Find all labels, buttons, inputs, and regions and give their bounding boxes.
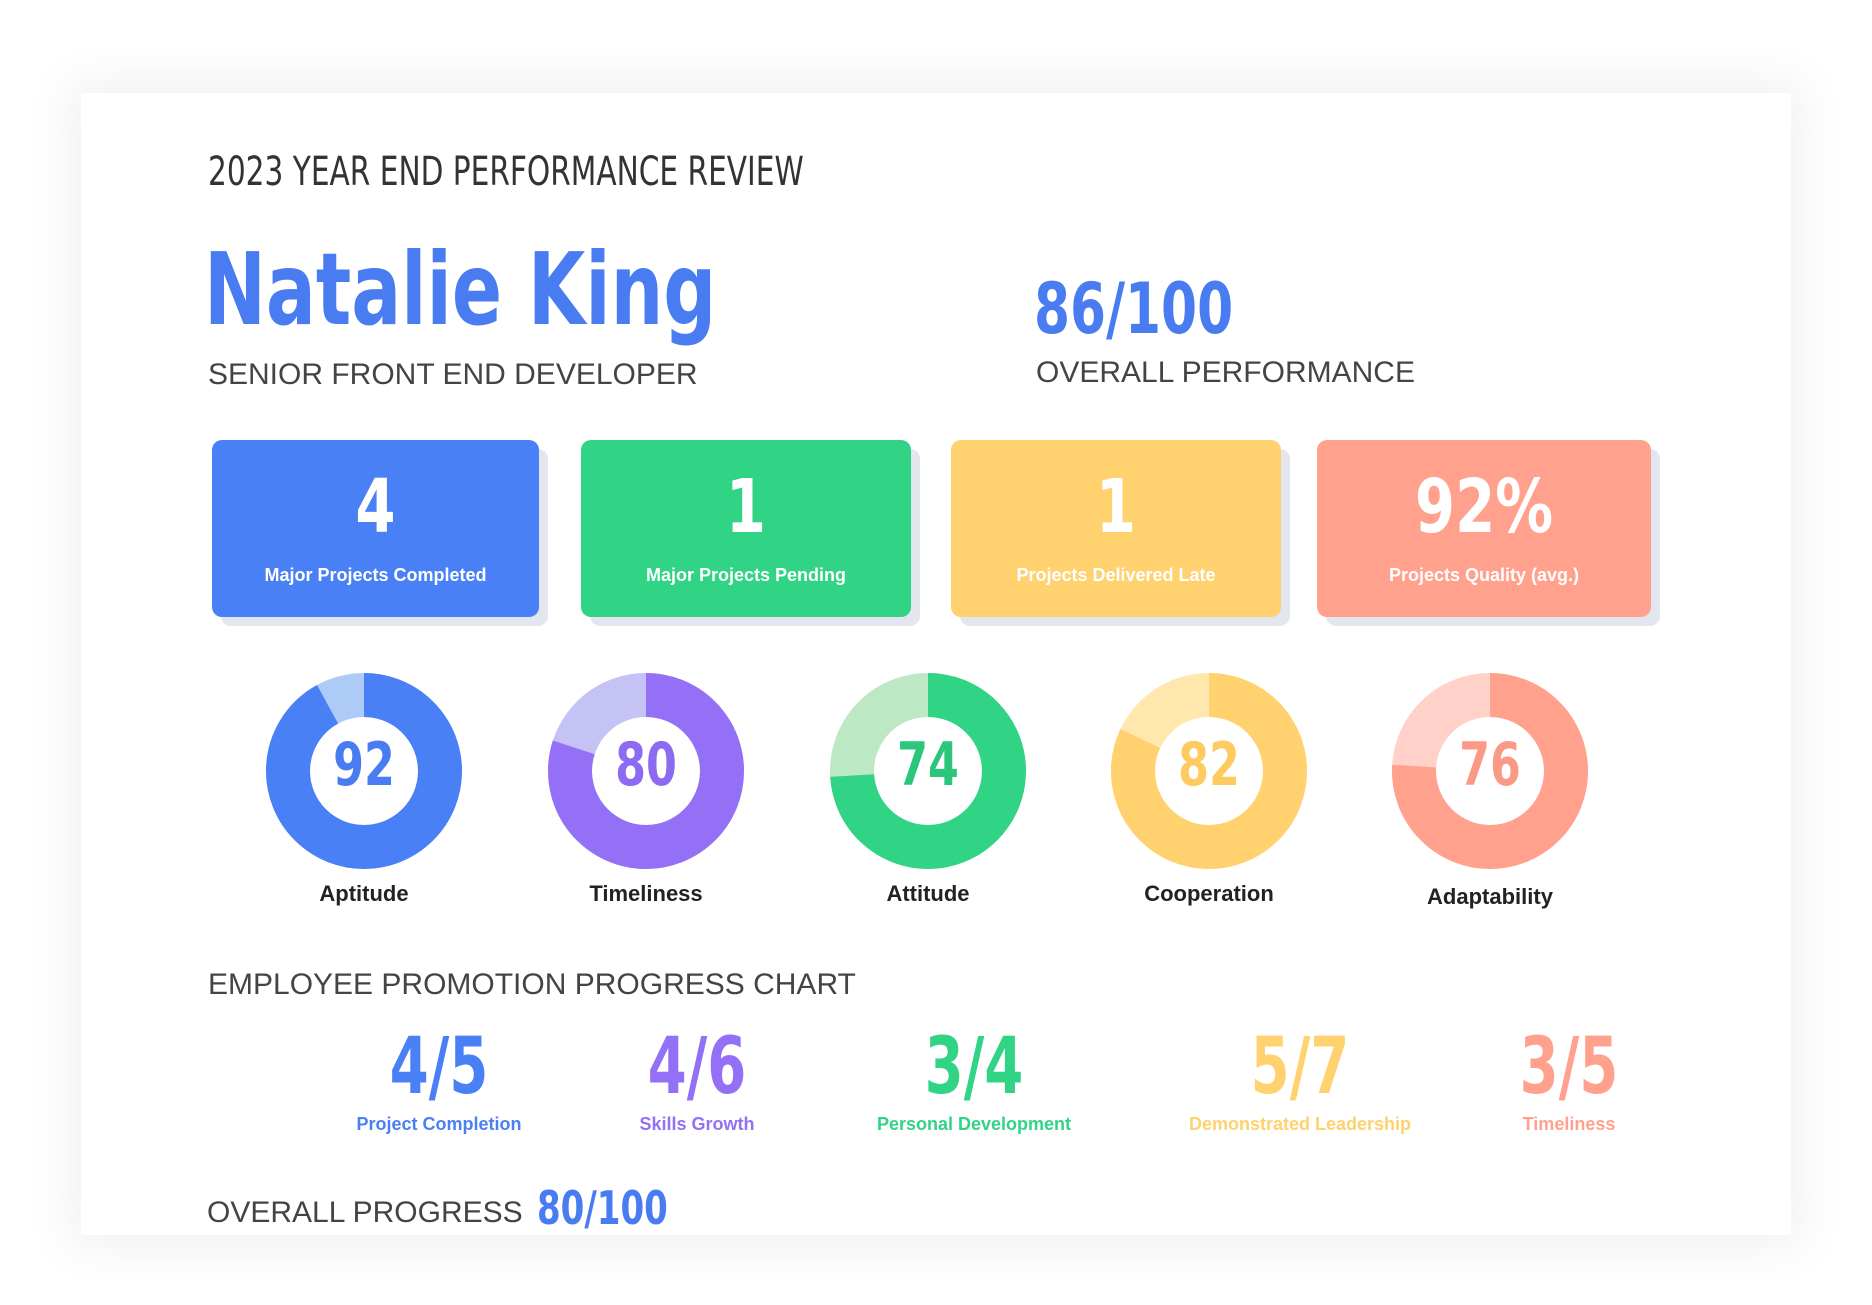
donut-label-adaptability: Adaptability	[1427, 884, 1553, 909]
promotion-item-personal-development: 3/4 Personal Development	[824, 1028, 1124, 1135]
donut-ring	[830, 673, 1026, 869]
stat-value: 1	[1095, 464, 1137, 550]
donut-value: 82	[1178, 730, 1240, 800]
donut-value: 80	[615, 730, 677, 800]
review-card: 2023 YEAR END PERFORMANCE REVIEW Natalie…	[81, 93, 1791, 1235]
stat-value: 92%	[1414, 464, 1554, 550]
donut-ring	[1392, 673, 1588, 869]
promotion-value: 3/5	[1519, 1022, 1619, 1112]
donut-label-attitude: Attitude	[886, 881, 970, 906]
promotion-item-timeliness: 3/5 Timeliness	[1419, 1028, 1719, 1135]
donut-value: 74	[897, 730, 959, 800]
promotion-label: Timeliness	[1522, 1114, 1616, 1134]
promotion-item-skills-growth: 4/6 Skills Growth	[547, 1028, 847, 1135]
stat-label: Major Projects Pending	[645, 565, 847, 585]
report-title: 2023 YEAR END PERFORMANCE REVIEW	[208, 149, 804, 195]
promotion-item-project-completion: 4/5 Project Completion	[289, 1028, 589, 1135]
employee-role: SENIOR FRONT END DEVELOPER	[208, 358, 698, 391]
donut-ring	[548, 673, 744, 869]
donut-value: 76	[1459, 730, 1521, 800]
donut-arc	[830, 673, 1026, 869]
promotion-value: 4/5	[389, 1022, 489, 1112]
stat-label: Projects Quality (avg.)	[1388, 565, 1580, 585]
stat-box-projects-pending: 1 Major Projects Pending	[581, 440, 911, 617]
promotion-chart-title: EMPLOYEE PROMOTION PROGRESS CHART	[208, 968, 856, 1001]
donut-value: 92	[333, 730, 395, 800]
stat-box-projects-quality: 92% Projects Quality (avg.)	[1317, 440, 1651, 617]
promotion-value: 4/6	[647, 1022, 747, 1112]
donut-ring	[266, 673, 462, 869]
stat-label: Major Projects Completed	[264, 565, 487, 585]
donut-label-timeliness: Timeliness	[589, 881, 703, 906]
donut-arc	[1392, 673, 1588, 869]
promotion-value: 3/4	[924, 1022, 1024, 1112]
donut-adaptability: 76	[1392, 673, 1588, 869]
overall-progress-value: 80/100	[537, 1181, 668, 1235]
stat-label: Projects Delivered Late	[1016, 565, 1216, 585]
promotion-item-demonstrated-leadership: 5/7 Demonstrated Leadership	[1150, 1028, 1450, 1135]
promotion-label: Demonstrated Leadership	[1188, 1114, 1412, 1134]
stat-box-projects-late: 1 Projects Delivered Late	[951, 440, 1281, 617]
donut-aptitude: 92	[266, 673, 462, 869]
overall-performance-score: 86/100	[1034, 268, 1234, 350]
overall-performance-label: OVERALL PERFORMANCE	[1036, 356, 1415, 389]
donut-attitude: 74	[830, 673, 1026, 869]
donut-arc	[266, 673, 462, 869]
employee-name: Natalie King	[204, 231, 717, 348]
donut-label-cooperation: Cooperation	[1144, 881, 1274, 906]
overall-progress-label: OVERALL PROGRESS	[207, 1196, 523, 1229]
promotion-label: Project Completion	[356, 1114, 522, 1134]
donut-arc	[1111, 673, 1307, 869]
donut-cooperation: 82	[1111, 673, 1307, 869]
stat-value: 4	[355, 464, 396, 550]
promotion-value: 5/7	[1250, 1022, 1350, 1112]
donut-timeliness: 80	[548, 673, 744, 869]
promotion-label: Personal Development	[876, 1114, 1072, 1134]
donut-label-aptitude: Aptitude	[319, 881, 409, 906]
stat-value: 1	[725, 464, 767, 550]
promotion-label: Skills Growth	[639, 1114, 755, 1134]
stat-box-projects-completed: 4 Major Projects Completed	[212, 440, 539, 617]
donut-arc	[548, 673, 744, 869]
donut-ring	[1111, 673, 1307, 869]
